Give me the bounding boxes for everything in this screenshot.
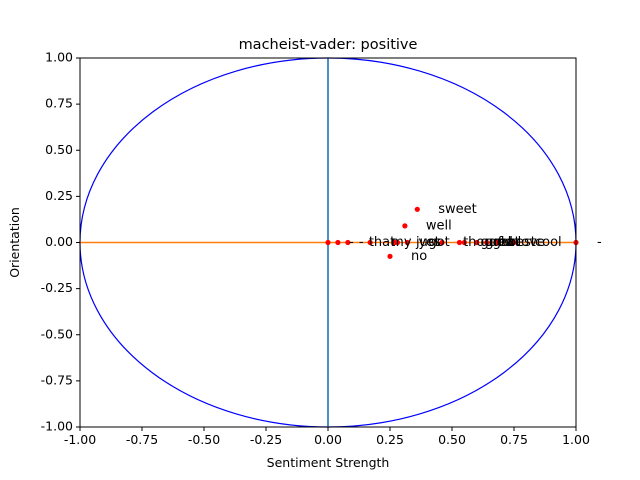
- point-label: best: [508, 235, 536, 250]
- point-label: good: [480, 235, 512, 250]
- y-tick-label: 1.00: [45, 50, 73, 65]
- point-label: my: [391, 235, 412, 250]
- point-label: -: [359, 235, 364, 250]
- x-axis-label: Sentiment Strength: [267, 455, 390, 470]
- chart-title: macheist-vader: positive: [239, 37, 418, 53]
- point-label: -: [349, 235, 354, 250]
- point-label: that: [369, 235, 395, 250]
- point-label: fun: [498, 235, 519, 250]
- point-label: -: [597, 235, 602, 250]
- point-label: just: [415, 235, 440, 250]
- points-layer: [325, 206, 579, 259]
- y-tick-label: 0.50: [45, 142, 73, 157]
- data-point: [474, 239, 480, 246]
- data-point: [456, 239, 463, 246]
- data-point: [367, 239, 373, 246]
- point-label: cool: [535, 235, 562, 250]
- point-label: love: [518, 235, 545, 250]
- x-tick-label: 1.00: [562, 432, 590, 447]
- data-point: [404, 239, 410, 246]
- point-label: well: [426, 218, 452, 233]
- y-tick-label: -1.00: [41, 419, 73, 434]
- data-point: [335, 239, 341, 246]
- data-point: [345, 239, 351, 246]
- point-label: yes: [418, 235, 441, 250]
- data-point: [461, 239, 467, 246]
- data-point: [484, 239, 490, 246]
- x-tick-label: -0.75: [126, 432, 158, 447]
- point-label: no: [411, 249, 427, 264]
- x-tick-label: -0.50: [188, 432, 220, 447]
- x-tick-label: 0.75: [500, 432, 528, 447]
- x-tick-label: -1.00: [64, 432, 96, 447]
- data-point: [511, 239, 517, 246]
- data-point: [494, 239, 500, 246]
- data-point: [439, 239, 445, 246]
- y-tick-label: 0.75: [45, 96, 73, 111]
- x-tick-label: -0.25: [250, 432, 282, 447]
- y-tick-label: 0.00: [45, 234, 73, 249]
- y-tick-label: -0.50: [41, 326, 73, 341]
- data-point: [387, 253, 393, 259]
- x-ticks: -1.00 -0.75 -0.50 -0.25 0.00 0.25 0.50 0.75 1.00: [64, 427, 590, 447]
- y-ticks: -1.00 -0.75 -0.50 -0.25 0.00 0.25 0.50 0.75 1.00: [41, 50, 80, 434]
- y-tick-label: -0.75: [41, 372, 73, 387]
- x-tick-label: 0.00: [314, 432, 342, 447]
- y-axis-label: Orientation: [7, 207, 22, 278]
- y-tick-label: 0.25: [45, 188, 73, 203]
- point-label: got: [428, 235, 449, 250]
- data-point: [325, 239, 331, 246]
- y-tick-label: -0.25: [41, 280, 73, 295]
- x-tick-label: 0.50: [438, 432, 466, 447]
- point-label: sweet: [438, 202, 477, 217]
- point-label: thought: [463, 235, 514, 250]
- data-point: [402, 223, 408, 229]
- data-point: [414, 206, 420, 212]
- point-label: great: [485, 235, 519, 250]
- x-tick-label: 0.25: [376, 432, 404, 447]
- data-point: [394, 239, 401, 246]
